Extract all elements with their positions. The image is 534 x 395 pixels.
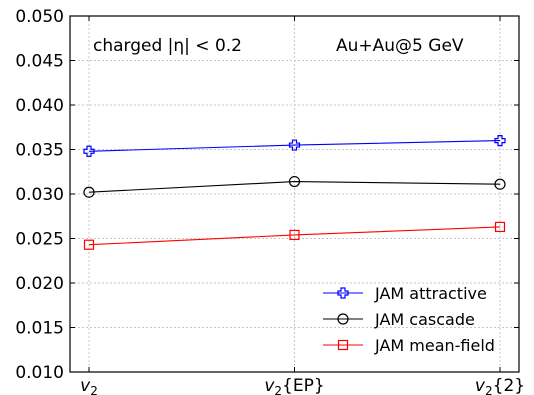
legend-entry: JAM mean-field: [323, 336, 495, 355]
ticks: [70, 15, 519, 373]
marker-plus: [337, 287, 349, 299]
x-tick-labels: v2 v2{EP} v2{2}: [80, 376, 525, 395]
legend-label: JAM cascade: [374, 310, 475, 329]
marker-square: [289, 229, 300, 241]
series-line: [88, 140, 501, 152]
series-line: [88, 180, 501, 193]
x-tick-label: v2{EP}: [264, 376, 324, 395]
series-plus: [83, 135, 506, 157]
y-tick-label: 0.050: [15, 7, 64, 27]
legend: JAM attractive JAM cascade JAM mean-field: [323, 284, 495, 355]
y-tick-labels: 0.010 0.015 0.020 0.025 0.030 0.035 0.040 0.045…: [15, 7, 64, 383]
y-tick-label: 0.035: [15, 141, 64, 161]
marker-plus: [494, 135, 506, 147]
y-tick-label: 0.045: [15, 52, 64, 72]
series-line: [88, 226, 501, 246]
series-square: [83, 221, 506, 250]
marker-circle: [83, 186, 95, 198]
annotation-left: charged |η| < 0.2: [93, 36, 242, 56]
y-tick-label: 0.025: [15, 230, 64, 250]
y-tick-label: 0.030: [15, 185, 64, 205]
legend-entry: JAM attractive: [323, 284, 487, 303]
marker-square: [83, 239, 95, 250]
marker-circle: [288, 175, 301, 188]
legend-label: JAM attractive: [374, 284, 487, 303]
y-tick-label: 0.010: [15, 363, 64, 383]
series-layer: [83, 135, 506, 250]
marker-plus: [288, 139, 301, 151]
annotation-right: Au+Au@5 GeV: [336, 36, 464, 56]
legend-label: JAM mean-field: [374, 336, 495, 355]
marker-square: [494, 221, 506, 233]
series-circle: [83, 175, 506, 198]
marker-square: [337, 339, 349, 351]
y-tick-label: 0.020: [15, 274, 64, 294]
x-tick-label: v2: [80, 376, 98, 395]
legend-entry: JAM cascade: [323, 310, 475, 329]
y-tick-label: 0.040: [15, 96, 64, 116]
marker-circle: [494, 178, 506, 190]
marker-circle: [337, 313, 349, 325]
x-tick-label: v2{2}: [475, 376, 525, 395]
marker-plus: [83, 145, 95, 157]
y-tick-label: 0.015: [15, 319, 64, 339]
